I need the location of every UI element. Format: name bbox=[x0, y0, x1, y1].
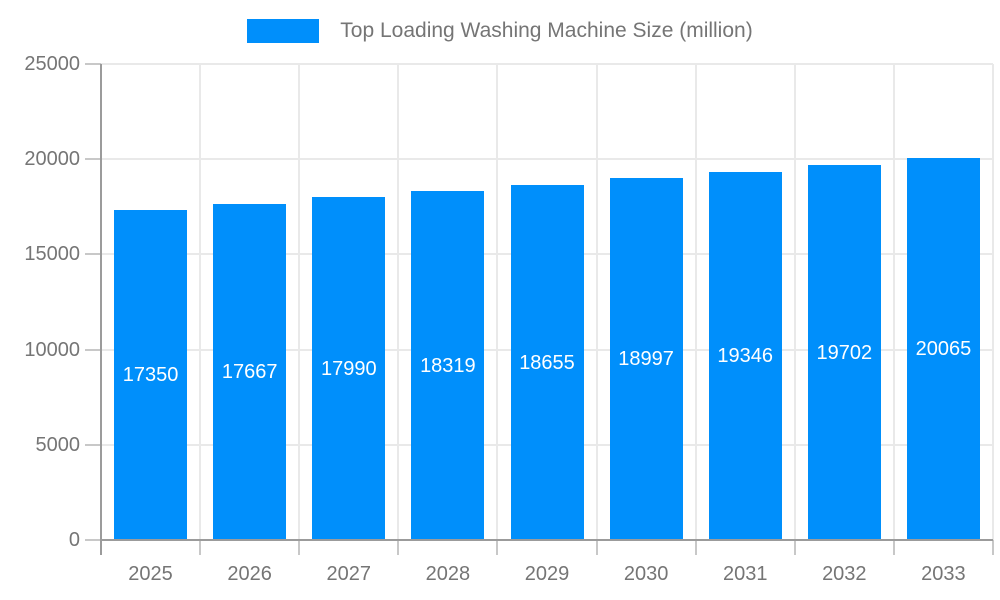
bar-2027[interactable] bbox=[312, 197, 386, 540]
y-tick-label: 15000 bbox=[24, 243, 80, 266]
x-gridline bbox=[892, 64, 895, 540]
y-tick-label: 10000 bbox=[24, 338, 80, 361]
x-tick-label: 2026 bbox=[227, 563, 272, 585]
x-gridline bbox=[199, 64, 202, 540]
x-gridline bbox=[992, 64, 994, 540]
bar-value-label: 19346 bbox=[717, 345, 774, 367]
x-axis-line bbox=[100, 539, 993, 541]
bar-2029[interactable] bbox=[510, 185, 584, 540]
bar-value-label: 17990 bbox=[320, 357, 377, 380]
legend-label: Top Loading Washing Machine Size (millio… bbox=[340, 19, 753, 42]
bar-2033[interactable] bbox=[906, 158, 980, 540]
x-tick-label: 2033 bbox=[921, 563, 966, 585]
x-tick-label: 2029 bbox=[524, 563, 570, 585]
bar-value-label: 20065 bbox=[915, 338, 972, 360]
bar-2032[interactable] bbox=[807, 165, 881, 540]
x-tick-mark bbox=[694, 540, 697, 555]
bar-value-label: 18997 bbox=[618, 348, 674, 370]
y-tick-label: 0 bbox=[68, 529, 80, 551]
bar-value-label: 18319 bbox=[420, 354, 476, 377]
y-tick-label: 5000 bbox=[35, 433, 81, 456]
bar-value-label: 17350 bbox=[122, 364, 179, 386]
x-gridline bbox=[595, 64, 598, 540]
bar-2026[interactable] bbox=[213, 204, 287, 540]
x-tick-mark bbox=[199, 540, 202, 555]
x-tick-label: 2031 bbox=[722, 563, 768, 585]
x-gridline bbox=[694, 64, 697, 540]
legend[interactable]: Top Loading Washing Machine Size (millio… bbox=[0, 19, 1000, 43]
x-tick-mark bbox=[892, 540, 895, 555]
bar-2028[interactable] bbox=[411, 191, 485, 540]
x-tick-mark bbox=[595, 540, 598, 555]
bar-2030[interactable] bbox=[609, 178, 683, 540]
x-tick-mark bbox=[397, 540, 400, 555]
x-tick-mark bbox=[496, 540, 499, 555]
y-axis-line bbox=[100, 64, 102, 555]
y-tick-mark bbox=[85, 348, 101, 351]
legend-swatch-icon bbox=[247, 19, 320, 43]
y-tick-label: 20000 bbox=[24, 148, 80, 171]
bar-value-label: 19702 bbox=[816, 341, 873, 364]
y-tick-mark bbox=[85, 539, 101, 541]
x-tick-label: 2030 bbox=[623, 563, 669, 585]
y-gridline bbox=[101, 63, 993, 65]
x-tick-mark bbox=[992, 540, 994, 555]
x-gridline bbox=[397, 64, 400, 540]
y-tick-mark bbox=[85, 63, 101, 65]
x-gridline bbox=[793, 64, 796, 540]
y-tick-label: 25000 bbox=[24, 53, 80, 75]
x-tick-mark bbox=[793, 540, 796, 555]
x-tick-mark bbox=[298, 540, 301, 555]
y-tick-mark bbox=[85, 253, 101, 256]
bar-value-label: 18655 bbox=[519, 351, 575, 374]
y-tick-mark bbox=[85, 158, 101, 161]
x-gridline bbox=[496, 64, 499, 540]
x-tick-label: 2028 bbox=[425, 563, 471, 585]
x-gridline bbox=[298, 64, 301, 540]
bar-2031[interactable] bbox=[708, 172, 782, 540]
bar-2025[interactable] bbox=[114, 210, 188, 540]
x-tick-label: 2025 bbox=[128, 563, 173, 585]
bar-value-label: 17667 bbox=[221, 361, 278, 383]
y-gridline bbox=[101, 158, 993, 161]
x-tick-label: 2027 bbox=[326, 563, 372, 585]
x-tick-label: 2032 bbox=[822, 563, 867, 585]
y-tick-mark bbox=[85, 443, 101, 446]
